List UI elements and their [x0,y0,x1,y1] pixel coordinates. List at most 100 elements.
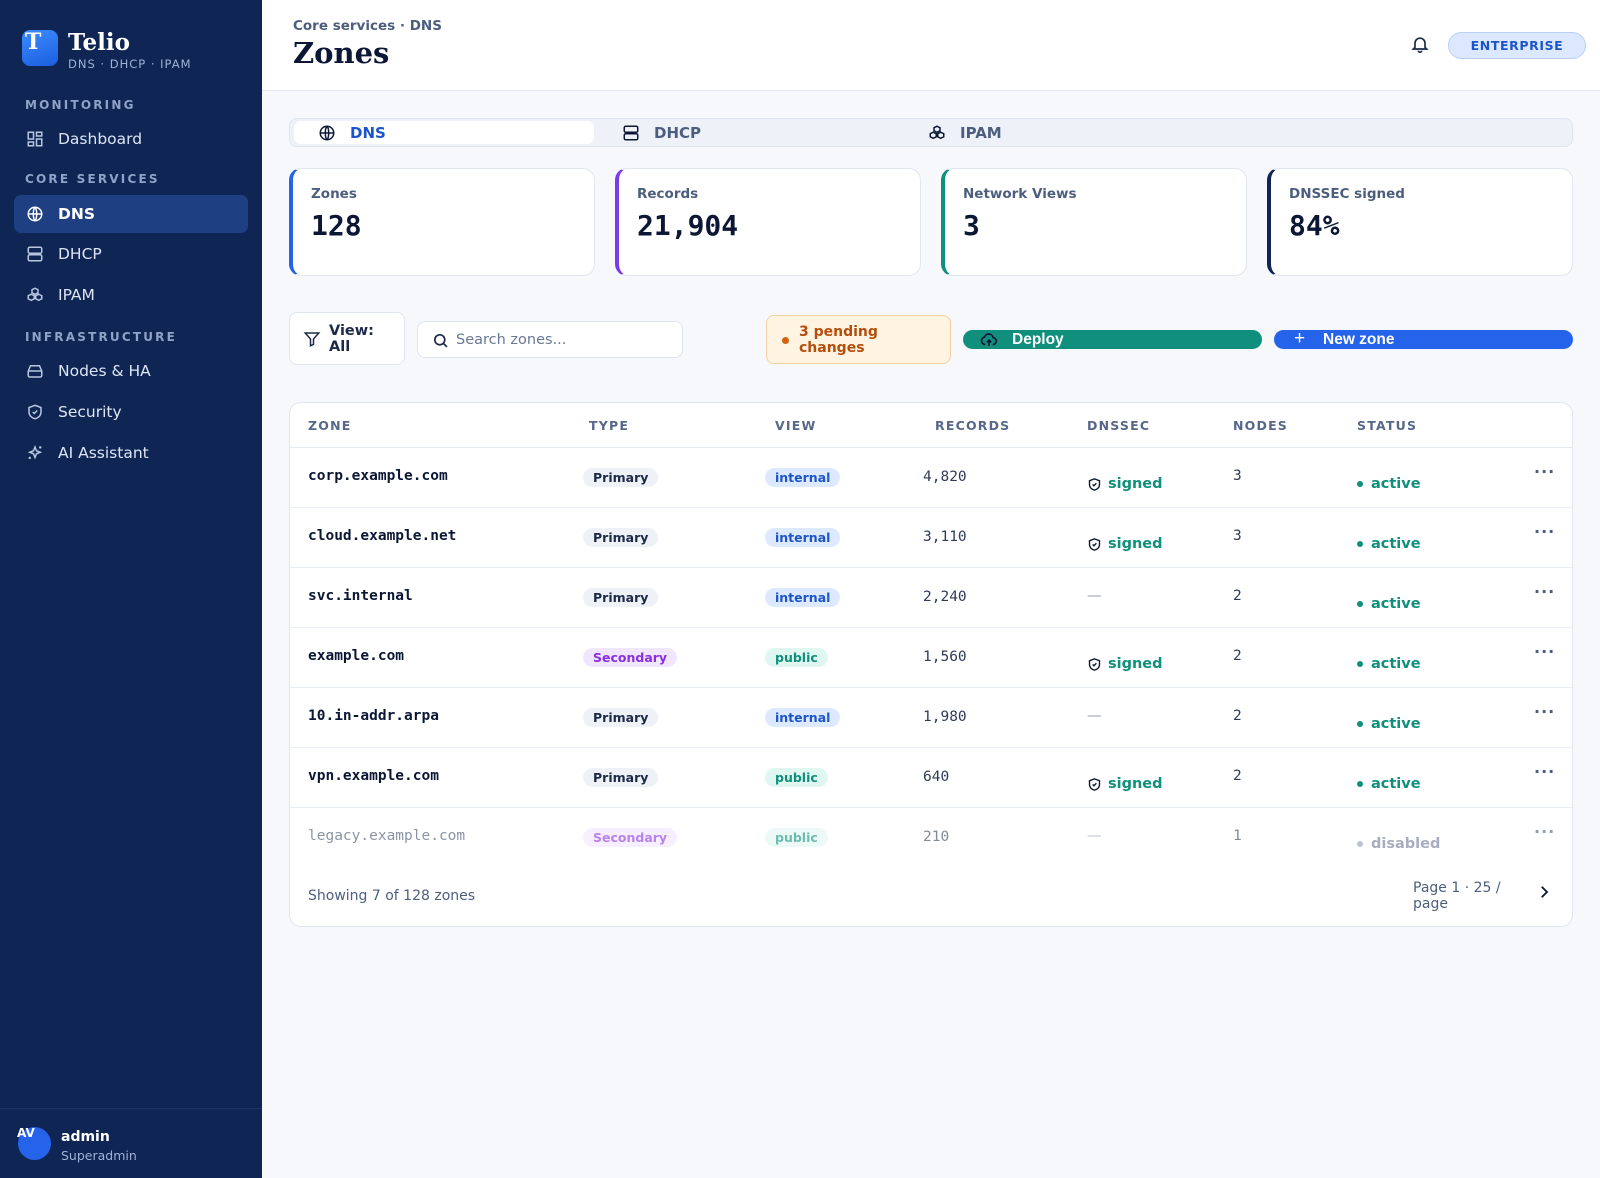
row-menu-icon[interactable]: ··· [1534,582,1556,601]
plan-badge: ENTERPRISE [1448,32,1586,59]
column-header-records[interactable]: RECORDS [935,418,1011,433]
sidebar-item-ipam[interactable]: IPAM [14,276,248,314]
dnssec-signed: signed [1087,536,1163,552]
stat-label: Records [637,186,699,202]
table-row[interactable]: legacy.example.com Secondary public 210 — 1 di… [290,808,1572,868]
row-menu-icon[interactable]: ··· [1534,702,1556,721]
zone-nodes: 3 [1233,468,1242,484]
tab-dns[interactable]: DNS [294,121,594,144]
zone-type-badge: Primary [583,468,659,487]
stat-label: Network Views [963,186,1077,202]
table-row[interactable]: vpn.example.com Primary public 640 signed 2 ac… [290,748,1572,808]
status-dot [1357,781,1363,787]
brand[interactable]: T Telio DNS · DHCP · IPAM [22,30,192,71]
column-header-zone[interactable]: ZONE [308,418,352,433]
zone-name[interactable]: legacy.example.com [308,828,466,844]
zone-status: active [1357,596,1421,612]
tab-label: DNS [350,123,386,142]
stat-card-zones: Zones 128 [289,168,595,276]
view-filter-label: View: All [329,323,374,355]
bell-icon[interactable] [1410,34,1430,54]
sidebar-item-label: IPAM [58,286,95,304]
zone-name[interactable]: cloud.example.net [308,528,457,544]
pending-dot [782,337,789,344]
table-row[interactable]: corp.example.com Primary internal 4,820 sign… [290,448,1572,508]
globe-icon [27,206,43,222]
table-row[interactable]: svc.internal Primary internal 2,240 — 2 active… [290,568,1572,628]
status-dot [1357,541,1363,547]
new-zone-label: New zone [1323,331,1395,348]
breadcrumb[interactable]: Core services · DNS [293,18,442,34]
dnssec-none: — [1087,828,1102,844]
sidebar-item-label: Nodes & HA [58,362,151,380]
table-row[interactable]: example.com Secondary public 1,560 signed 2 ac… [290,628,1572,688]
zone-name[interactable]: svc.internal [308,588,413,604]
row-menu-icon[interactable]: ··· [1534,522,1556,541]
stat-value: 21,904 [637,209,739,242]
sidebar-item-label: Dashboard [58,130,143,148]
deploy-label: Deploy [1012,331,1064,348]
sidebar-item-label: Security [58,403,122,421]
column-header-nodes[interactable]: NODES [1233,418,1289,433]
section-label-monitoring: MONITORING [25,98,136,112]
sidebar: T Telio DNS · DHCP · IPAM MONITORING Das… [0,0,262,1178]
zone-name[interactable]: corp.example.com [308,468,448,484]
zone-type-badge: Secondary [583,648,678,667]
row-menu-icon[interactable]: ··· [1534,762,1556,781]
zone-name[interactable]: 10.in-addr.arpa [308,708,439,724]
zone-name[interactable]: vpn.example.com [308,768,439,784]
chevron-right-icon[interactable] [1535,883,1553,901]
stat-label: Zones [311,186,357,202]
zone-view-badge: internal [765,708,841,727]
column-header-view[interactable]: VIEW [775,418,817,433]
header: Core services · DNS Zones ENTERPRISE [262,0,1600,91]
section-label-infrastructure: INFRASTRUCTURE [25,330,178,344]
search-box [417,321,683,358]
zone-status: active [1357,716,1421,732]
section-label-core-services: CORE SERVICES [25,172,160,186]
stat-label: DNSSEC signed [1289,186,1405,202]
table-row[interactable]: cloud.example.net Primary internal 3,110 sig… [290,508,1572,568]
row-menu-icon[interactable]: ··· [1534,462,1556,481]
view-filter-button[interactable]: View: All [289,312,405,365]
brand-logo: T [22,30,58,66]
column-header-type[interactable]: TYPE [589,418,630,433]
sidebar-item-dashboard[interactable]: Dashboard [14,120,248,158]
pending-changes-badge[interactable]: 3 pending changes [766,315,951,364]
zone-view-badge: public [765,768,828,787]
zone-type-badge: Primary [583,528,659,547]
drive-icon [27,365,43,378]
column-header-status[interactable]: STATUS [1357,418,1418,433]
sidebar-item-dhcp[interactable]: DHCP [14,235,248,273]
sidebar-item-security[interactable]: Security [14,393,248,431]
server-icon [623,125,639,140]
user-profile[interactable]: AV admin Superadmin [0,1108,262,1178]
row-menu-icon[interactable]: ··· [1534,642,1556,661]
table-footer-count: Showing 7 of 128 zones [308,888,476,904]
dnssec-signed: signed [1087,476,1163,492]
column-header-dnssec[interactable]: DNSSEC [1087,418,1151,433]
sidebar-item-ai-assistant[interactable]: AI Assistant [14,434,248,472]
search-icon [433,333,448,348]
tab-ipam[interactable]: IPAM [928,121,1208,144]
row-menu-icon[interactable]: ··· [1534,822,1556,841]
table-row[interactable]: 10.in-addr.arpa Primary internal 1,980 — 2 act… [290,688,1572,748]
sidebar-item-dns[interactable]: DNS [14,195,248,233]
cloud-upload-icon [980,333,998,346]
pagination-label: Page 1 · 25 / page [1413,880,1501,912]
search-input[interactable] [456,328,676,352]
tab-dhcp[interactable]: DHCP [622,121,902,144]
zone-view-badge: internal [765,588,841,607]
new-zone-button[interactable]: + New zone [1274,329,1573,349]
zone-nodes: 2 [1233,768,1242,784]
filter-icon [303,332,321,347]
sidebar-item-label: DHCP [58,245,102,263]
sidebar-item-nodes-ha[interactable]: Nodes & HA [14,352,248,390]
page-title: Zones [293,36,390,70]
server-icon [27,246,43,262]
zone-name[interactable]: example.com [308,648,405,664]
status-dot [1357,721,1363,727]
zone-records: 640 [923,769,950,785]
zone-view-badge: internal [765,468,841,487]
deploy-button[interactable]: Deploy [963,330,1262,349]
